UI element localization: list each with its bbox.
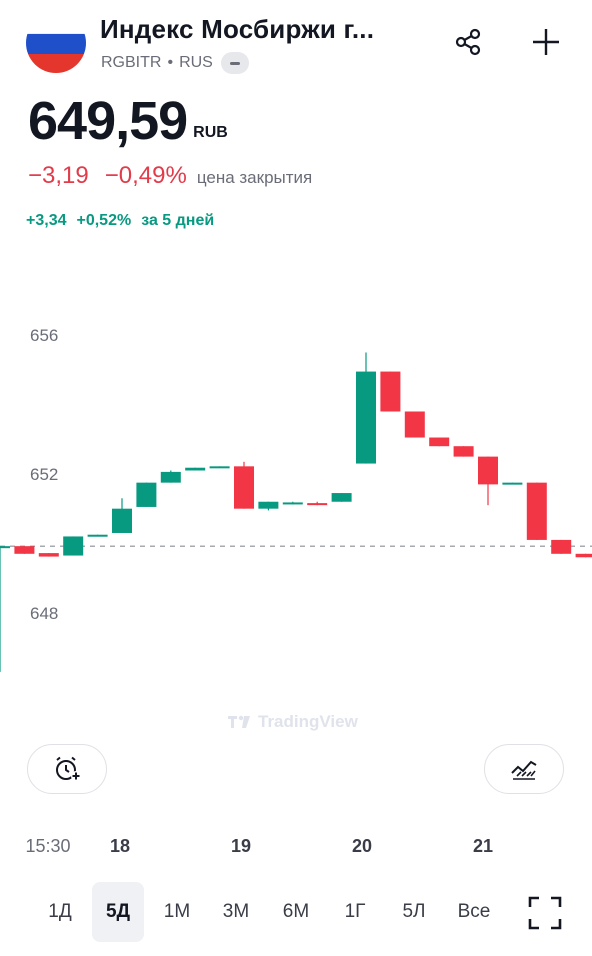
x-axis-label: 19 bbox=[230, 836, 252, 856]
current-price: 649,59 bbox=[28, 91, 188, 151]
instrument-subtitle: RGBITR • RUS bbox=[101, 52, 249, 74]
price-row: 649,59 RUB bbox=[28, 92, 228, 150]
candle-body bbox=[575, 553, 592, 558]
price-change: −3,19 bbox=[28, 162, 89, 189]
candle-body bbox=[478, 456, 498, 485]
close-price-label: цена закрытия bbox=[196, 168, 313, 187]
period-change: +3,34 bbox=[26, 212, 67, 229]
plus-icon bbox=[533, 29, 559, 55]
period-1m[interactable]: 1М bbox=[163, 901, 191, 922]
add-alert-button[interactable] bbox=[27, 744, 107, 794]
candle-body bbox=[258, 501, 279, 509]
candle-body bbox=[63, 536, 84, 556]
separator-dot: • bbox=[167, 54, 174, 71]
x-axis-label: 15:30 bbox=[25, 836, 71, 856]
alarm-plus-icon bbox=[56, 756, 81, 781]
period-1y[interactable]: 1Г bbox=[344, 901, 366, 922]
candle-body bbox=[234, 466, 254, 509]
candle-body bbox=[112, 508, 132, 533]
candle-body bbox=[160, 471, 181, 483]
period-5d[interactable]: 5Д bbox=[92, 882, 144, 942]
market-label: RUS bbox=[179, 54, 213, 71]
tradingview-logo-icon bbox=[228, 715, 250, 728]
fullscreen-icon bbox=[528, 896, 562, 930]
x-axis-label: 18 bbox=[109, 836, 131, 856]
price-chart[interactable]: 656 652 648 bbox=[0, 290, 592, 710]
candle-body bbox=[331, 493, 352, 502]
period-all[interactable]: Все bbox=[457, 901, 491, 922]
candle-body bbox=[185, 467, 206, 471]
y-axis-label: 656 bbox=[30, 326, 58, 345]
candle-body bbox=[551, 539, 572, 554]
candle-body bbox=[380, 371, 401, 412]
tradingview-watermark: TradingView bbox=[228, 712, 358, 732]
flag-stripe-white bbox=[26, 13, 86, 34]
indicators-button[interactable] bbox=[484, 744, 564, 794]
candle-body bbox=[356, 371, 376, 464]
candle-body bbox=[404, 411, 425, 438]
market-status-badge[interactable] bbox=[220, 52, 249, 74]
currency-label: RUB bbox=[193, 124, 228, 141]
y-axis-label: 648 bbox=[30, 604, 58, 623]
candle-body bbox=[453, 446, 474, 457]
period-label: за 5 дней bbox=[141, 212, 215, 229]
period-change-row: +3,34 +0,52% за 5 дней bbox=[26, 212, 224, 230]
share-icon bbox=[455, 28, 481, 56]
period-5y[interactable]: 5Л bbox=[402, 901, 426, 922]
change-row: −3,19 −0,49% цена закрытия bbox=[28, 162, 312, 190]
watermark-text: TradingView bbox=[258, 712, 358, 731]
instrument-title: Индекс Мосбиржи г... bbox=[100, 14, 375, 44]
period-1d[interactable]: 1Д bbox=[48, 901, 72, 922]
fullscreen-button[interactable] bbox=[527, 895, 563, 931]
y-axis-label: 652 bbox=[30, 465, 58, 484]
x-axis-label: 21 bbox=[472, 836, 494, 856]
price-change-percent: −0,49% bbox=[104, 162, 187, 189]
indicators-chart-icon bbox=[511, 760, 537, 780]
candle-body bbox=[0, 546, 10, 549]
add-to-watchlist-button[interactable] bbox=[526, 22, 566, 62]
flag-stripe-red bbox=[26, 54, 86, 73]
period-selector: 1Д 5Д 1М 3М 6М 1Г 5Л Все bbox=[0, 882, 592, 942]
candle-body bbox=[209, 466, 230, 469]
period-6m[interactable]: 6М bbox=[282, 901, 310, 922]
header: Индекс Мосбиржи г... RGBITR • RUS bbox=[0, 0, 592, 90]
candle-body bbox=[307, 503, 328, 506]
candle-body bbox=[136, 482, 157, 507]
candle-body bbox=[526, 482, 547, 540]
x-axis-label: 20 bbox=[351, 836, 373, 856]
candle-body bbox=[502, 482, 523, 485]
ticker-label: RGBITR bbox=[101, 54, 162, 71]
share-button[interactable] bbox=[448, 22, 488, 62]
period-change-percent: +0,52% bbox=[76, 212, 132, 229]
candle-body bbox=[87, 534, 108, 537]
period-3m[interactable]: 3М bbox=[222, 901, 250, 922]
candle-body bbox=[14, 546, 35, 554]
flag-stripe-blue bbox=[26, 34, 86, 54]
russia-flag-icon bbox=[26, 13, 86, 73]
candle-body bbox=[282, 502, 303, 505]
candle-body bbox=[38, 553, 59, 557]
candle-body bbox=[429, 437, 450, 447]
